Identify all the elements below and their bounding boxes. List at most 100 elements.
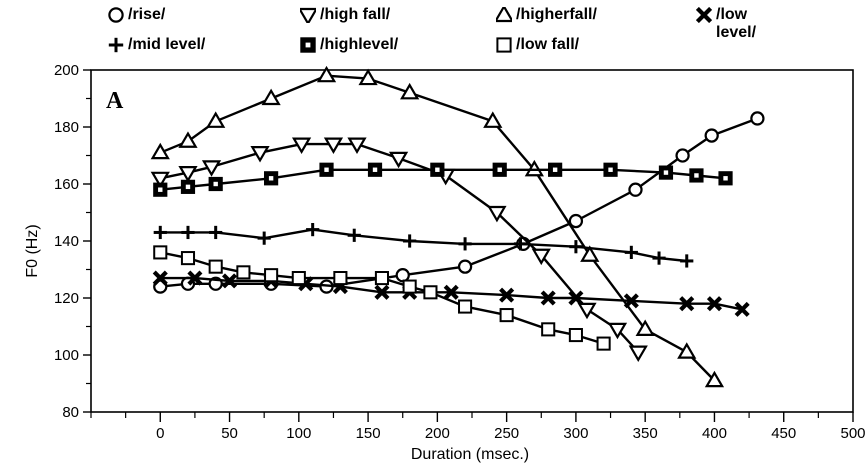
y-tick-label: 80 (62, 404, 79, 421)
data-point (430, 162, 445, 177)
legend-item: /mid level/ (108, 36, 205, 54)
data-point (568, 213, 584, 229)
data-point (358, 68, 378, 86)
series-layer (150, 65, 765, 388)
data-point (250, 146, 270, 163)
legend-marker-shape (108, 37, 124, 53)
data-point (675, 148, 690, 163)
data-point (187, 270, 203, 286)
data-point (291, 271, 306, 286)
legend-label: /high fall/ (320, 6, 391, 23)
data-point (316, 65, 337, 83)
data-point (333, 271, 348, 286)
data-point (499, 287, 515, 303)
data-point (628, 345, 648, 363)
data-point (206, 111, 226, 128)
data-point (577, 302, 597, 320)
panel-label: A (106, 88, 124, 114)
data-point (374, 284, 390, 300)
data-point (201, 160, 222, 177)
data-point (458, 237, 472, 251)
legend-label: /higherfall/ (516, 6, 597, 23)
x-axis-title: Duration (msec.) (410, 446, 530, 463)
series-4 (153, 223, 694, 268)
series-6 (153, 245, 611, 351)
data-point (679, 296, 695, 312)
data-point (443, 284, 459, 300)
legend-marker (108, 7, 124, 23)
legend-marker (108, 37, 124, 53)
data-point (178, 131, 198, 148)
data-point (548, 162, 563, 177)
y-tick-label: 120 (54, 290, 79, 307)
data-point (208, 176, 223, 192)
data-point (208, 259, 223, 274)
data-point (492, 162, 507, 177)
data-point (689, 168, 704, 183)
data-point (400, 82, 420, 100)
legend-marker-shape (300, 7, 316, 23)
legend-item: /rise/ (108, 6, 165, 24)
data-point (291, 137, 312, 154)
data-point (180, 251, 196, 266)
legend-label: /mid level/ (128, 36, 206, 53)
data-point (483, 111, 503, 128)
x-tick-label: 250 (494, 425, 519, 442)
x-tick-label: 350 (633, 425, 658, 442)
legend-marker-shape (108, 7, 124, 23)
data-point (677, 342, 697, 359)
data-point (180, 179, 196, 194)
data-point (531, 248, 551, 266)
data-point (209, 225, 223, 240)
x-tick-label: 300 (563, 425, 588, 442)
legend-marker (496, 37, 512, 53)
x-tick-label: 500 (840, 425, 865, 442)
data-point (403, 234, 417, 248)
data-point (367, 162, 383, 177)
series-line (160, 142, 640, 353)
legend-marker-shape (300, 37, 316, 53)
x-tick-label: 100 (286, 425, 311, 442)
series-2 (150, 65, 725, 388)
data-point (395, 268, 410, 283)
x-tick-label: 0 (156, 425, 164, 442)
legend-marker-shape (496, 7, 512, 23)
legend-marker-shape (496, 37, 512, 53)
data-point (628, 182, 643, 197)
data-point (264, 171, 279, 186)
legend-marker-shape (696, 7, 712, 23)
series-1 (150, 137, 648, 363)
data-point (635, 319, 655, 336)
legend-item: /higherfall/ (496, 6, 597, 24)
data-point (423, 285, 438, 300)
data-point (680, 254, 694, 268)
data-point (568, 328, 583, 343)
legend-item: /highlevel/ (300, 36, 398, 54)
data-point (402, 279, 417, 294)
data-point (306, 223, 320, 237)
data-point (388, 151, 409, 169)
data-point (718, 171, 733, 186)
data-point (596, 336, 611, 351)
data-point (150, 171, 170, 189)
plot-frame (90, 69, 854, 413)
data-point (750, 111, 765, 126)
y-tick-label: 180 (54, 119, 79, 136)
data-point (257, 231, 271, 245)
data-point (487, 205, 507, 223)
data-point (150, 142, 170, 160)
y-axis-title: F0 (Hz) (24, 224, 41, 278)
legend-item: /high fall/ (300, 6, 390, 24)
x-tick-label: 150 (356, 425, 381, 442)
axes: 0 50 100 150 200 250 300 350 400 450 500 80 100 120 14… (54, 62, 866, 442)
data-point (704, 370, 725, 388)
data-point (734, 301, 750, 317)
y-tick-label: 200 (54, 62, 79, 79)
data-point (540, 290, 556, 306)
data-point (236, 265, 251, 280)
legend-marker (496, 7, 512, 23)
x-tick-label: 400 (702, 425, 727, 442)
data-point (153, 225, 167, 240)
legend-marker (300, 7, 316, 23)
